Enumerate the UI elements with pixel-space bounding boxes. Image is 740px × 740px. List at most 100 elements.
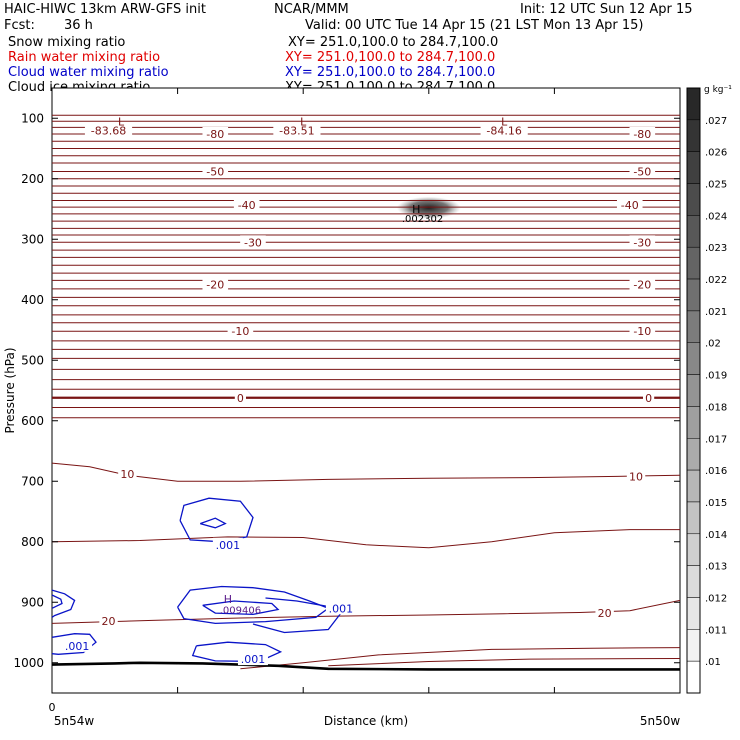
- colorbar-segment: [686, 246, 701, 280]
- temperature-contour-16: [51, 227, 681, 230]
- temperature-label-14: -10: [633, 325, 651, 338]
- temperature-label-bg: [202, 277, 229, 291]
- cloud-water-label-3: .001: [241, 653, 266, 666]
- temperature-label-bg: [595, 606, 614, 620]
- cloud-water-label-1: .001: [329, 602, 354, 615]
- temperature-label-bg: [234, 390, 246, 404]
- temperature-label-4: -80: [633, 128, 651, 141]
- temperature-contour-27: [51, 314, 681, 316]
- extremum-value-6: .009406: [220, 606, 261, 617]
- colorbar-label-13: .014: [705, 530, 727, 541]
- y-tick-label-3: 400: [21, 293, 44, 307]
- temperature-label-bg: [202, 126, 229, 140]
- cloud-water-label-bg: [237, 652, 268, 666]
- temperature-contour-19: [51, 249, 681, 251]
- temperature-contour-34: [51, 378, 681, 381]
- colorbar-unit: g kg⁻¹: [704, 85, 732, 95]
- temperature-contour-28: [51, 321, 681, 324]
- temperature-contour-low-1: [51, 529, 680, 549]
- colorbar-label-9: .018: [705, 402, 727, 413]
- temperature-contour-4: [51, 140, 681, 143]
- temperature-label-16: 0: [645, 392, 652, 405]
- cloud-water-label-0: .001: [216, 539, 241, 552]
- temperature-label-bg: [227, 324, 254, 338]
- x-left-endpoint-label: 5n54w: [54, 714, 95, 728]
- high-marker-5: H: [224, 593, 232, 606]
- temperature-contour-15: [51, 220, 681, 222]
- y-tick-label-2: 300: [21, 232, 44, 246]
- temperature-contour-14: [51, 212, 681, 215]
- valid-time: Valid: 00 UTC Tue 14 Apr 15 (21 LST Mon …: [305, 18, 644, 33]
- temperature-contour-30: [51, 340, 681, 342]
- colorbar-label-17: .01: [705, 657, 721, 668]
- colorbar-segment: [686, 469, 701, 503]
- cloud-water-contour-8: [191, 641, 283, 663]
- field-name-cloud-water: Cloud water mixing ratio: [8, 65, 169, 80]
- temperature-label-12: -20: [633, 279, 651, 292]
- temperature-contour-38: [51, 416, 681, 419]
- temperature-contour-6: [51, 154, 681, 157]
- temperature-label-bg: [626, 469, 646, 483]
- low-marker-1: L: [300, 115, 307, 128]
- high-marker-3: H: [412, 203, 420, 216]
- cloud-water-contour-6: [51, 594, 63, 609]
- temperature-contour-32: [51, 357, 681, 360]
- extremum-value-4: .002302: [402, 214, 443, 225]
- colorbar-segment: [686, 87, 701, 121]
- temperature-label-bg: [273, 123, 321, 137]
- temperature-label-bg: [233, 197, 260, 211]
- colorbar-segment: [686, 310, 701, 343]
- temperature-contour-17: [51, 234, 681, 236]
- temperature-label-3: -80: [206, 128, 224, 141]
- colorbar-label-3: .024: [705, 211, 727, 222]
- field-xy-rain: XY= 251.0,100.0 to 284.7,100.0: [285, 50, 496, 65]
- org-label: NCAR/MMM: [274, 2, 349, 17]
- y-tick-label-4: 500: [21, 353, 44, 367]
- temperature-label-8: -40: [621, 199, 639, 212]
- x-right-endpoint-label: 5n50w: [640, 714, 681, 728]
- temperature-label-bg: [202, 164, 229, 178]
- cloud-water-contour-1: [199, 517, 227, 529]
- colorbar-label-6: .021: [705, 307, 727, 318]
- init-time: Init: 12 UTC Sun 12 Apr 15: [520, 2, 693, 17]
- temperature-contour-7: [51, 162, 681, 164]
- temperature-contour-12: [51, 199, 681, 202]
- temperature-contour-2: [51, 126, 681, 129]
- temperature-contour-24: [51, 288, 681, 290]
- cloud-water-label-bg: [212, 537, 243, 551]
- colorbar-segment: [686, 278, 701, 312]
- field-name-rain: Rain water mixing ratio: [8, 50, 161, 65]
- temperature-label-11: -20: [206, 279, 224, 292]
- forecast-hour: 36 h: [64, 18, 93, 33]
- y-tick-label-0: 100: [21, 111, 44, 125]
- x-origin-label: 0: [49, 701, 56, 714]
- colorbar-segment: [686, 406, 701, 439]
- colorbar-segment: [686, 342, 701, 375]
- colorbar-label-5: .022: [705, 275, 727, 286]
- temperature-label-20: 20: [598, 607, 612, 620]
- temperature-label-bg: [629, 126, 656, 140]
- temperature-contour-9: [51, 177, 681, 180]
- temperature-contour-18: [51, 241, 681, 244]
- temperature-label-bg: [84, 123, 133, 137]
- colorbar-segment: [686, 597, 701, 630]
- colorbar-frame: [686, 87, 701, 694]
- plot-frame: [51, 87, 681, 694]
- colorbar-segment: [686, 629, 701, 662]
- x-axis-title: Distance (km): [324, 714, 408, 728]
- temperature-label-bg: [480, 123, 528, 137]
- y-axis-title: Pressure (hPa): [3, 347, 17, 433]
- colorbar-label-16: .011: [705, 625, 727, 636]
- temperature-contour-31: [51, 348, 681, 351]
- colorbar-segment: [686, 215, 701, 248]
- temperature-label-bg: [629, 164, 656, 178]
- temperature-label-bg: [629, 235, 656, 249]
- colorbar-segment: [686, 438, 701, 471]
- temperature-label-bg: [616, 197, 643, 211]
- cloud-ice-maximum: [396, 196, 461, 219]
- cloud-water-contour-7: [51, 633, 97, 655]
- temperature-label-bg: [629, 277, 656, 291]
- y-tick-label-7: 800: [21, 535, 44, 549]
- temperature-label-19: 20: [102, 615, 116, 628]
